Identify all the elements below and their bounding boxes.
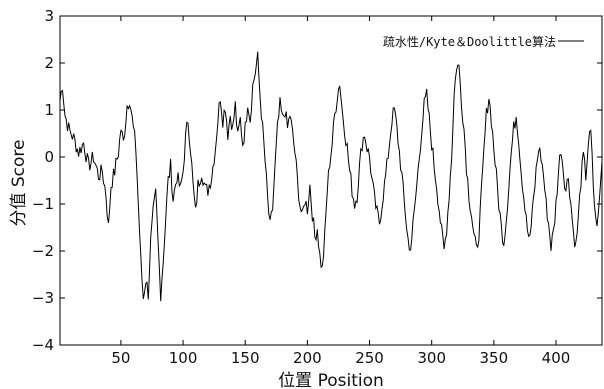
- series-layer: [59, 51, 603, 302]
- x-tick-label: 150: [231, 349, 260, 367]
- x-tick-label: 300: [417, 349, 446, 367]
- legend: 疏水性/Kyte＆Doolittle算法: [383, 34, 584, 49]
- y-tick-label: 1: [44, 101, 54, 119]
- y-tick-label: −2: [32, 242, 54, 260]
- x-tick-label: 350: [480, 349, 509, 367]
- x-tick-label: 250: [355, 349, 384, 367]
- plot-border: [59, 15, 603, 346]
- y-tick-label: 3: [44, 7, 54, 25]
- plot-frame: [59, 15, 603, 346]
- x-tick-label: 100: [169, 349, 198, 367]
- y-tick-label: −4: [32, 336, 54, 354]
- y-axis: −4 −3 −2 −1 0 1 2 3: [32, 7, 602, 354]
- legend-label: 疏水性/Kyte＆Doolittle算法: [383, 34, 556, 49]
- y-axis-title: 分值 Score: [9, 139, 29, 226]
- x-axis-title: 位置 Position: [278, 371, 384, 389]
- series-line-hydrophobicity: [59, 51, 603, 302]
- x-tick-label: 200: [293, 349, 322, 367]
- y-tick-label: 2: [44, 54, 54, 72]
- y-tick-label: −1: [32, 195, 54, 213]
- x-tick-label: 400: [542, 349, 571, 367]
- x-axis: 50 100 150 200 250 300 350 400: [111, 16, 570, 367]
- y-tick-label: 0: [44, 148, 54, 166]
- x-tick-label: 50: [111, 349, 130, 367]
- y-tick-label: −3: [32, 289, 54, 307]
